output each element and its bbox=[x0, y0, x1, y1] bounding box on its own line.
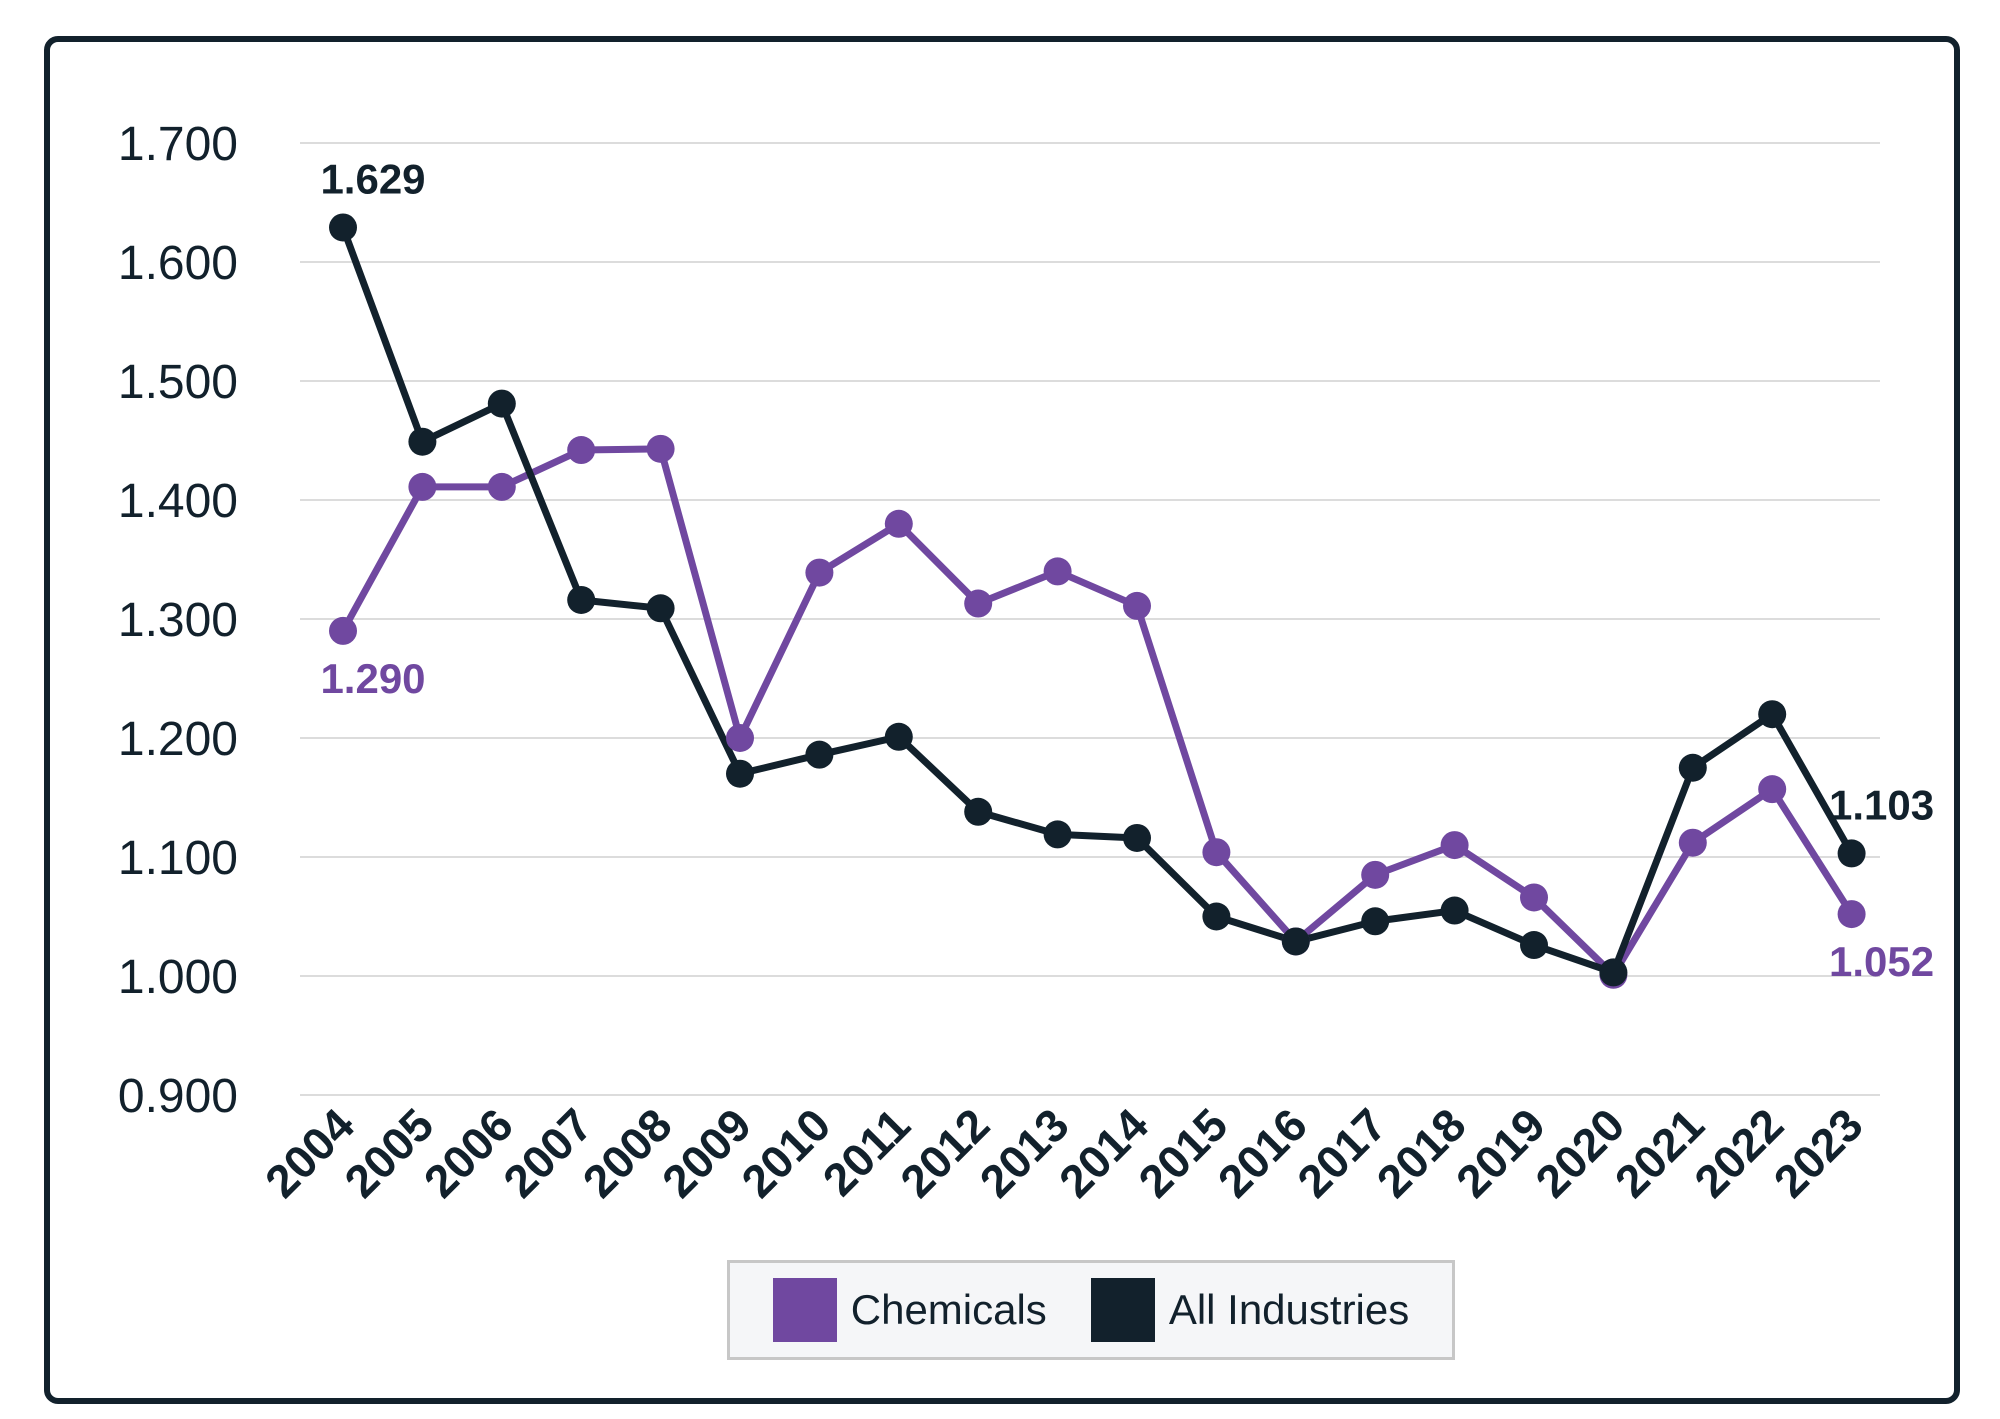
legend-swatch-chemicals bbox=[772, 1278, 837, 1342]
x-tick-label: 2017 bbox=[1287, 1098, 1396, 1207]
data-point bbox=[1520, 883, 1548, 912]
data-point bbox=[1837, 839, 1866, 868]
x-tick-label: 2014 bbox=[1049, 1098, 1158, 1207]
data-point bbox=[408, 427, 437, 456]
legend: Chemicals All Industries bbox=[727, 1260, 1455, 1360]
x-tick-label: 2007 bbox=[493, 1098, 602, 1207]
data-label: 1.052 bbox=[1829, 938, 1934, 985]
y-tick-label: 1.300 bbox=[118, 594, 238, 647]
data-point bbox=[1043, 557, 1072, 586]
y-tick-label: 1.400 bbox=[118, 475, 238, 528]
y-tick-label: 0.900 bbox=[118, 1070, 238, 1123]
data-point bbox=[567, 585, 596, 614]
data-point bbox=[805, 740, 834, 769]
data-point bbox=[1361, 860, 1390, 889]
x-tick-label: 2006 bbox=[414, 1098, 523, 1207]
data-point bbox=[726, 724, 754, 752]
data-label: 1.290 bbox=[320, 655, 425, 702]
data-point bbox=[884, 722, 913, 751]
x-tick-label: 2022 bbox=[1684, 1098, 1793, 1207]
legend-item-chemicals: Chemicals bbox=[772, 1278, 1047, 1342]
data-point bbox=[1202, 838, 1231, 867]
data-point bbox=[329, 213, 357, 242]
series-points bbox=[329, 213, 1866, 989]
data-point bbox=[1520, 931, 1548, 960]
data-point bbox=[805, 558, 834, 587]
data-point bbox=[964, 797, 993, 826]
data-point bbox=[646, 594, 675, 623]
data-point bbox=[329, 616, 357, 645]
data-point bbox=[1440, 896, 1469, 925]
data-labels: 1.290 1.052 1.629 1.103 bbox=[320, 155, 1934, 985]
data-point bbox=[726, 759, 754, 788]
data-point bbox=[1758, 775, 1787, 804]
data-point bbox=[1123, 823, 1151, 852]
data-point bbox=[1440, 831, 1469, 860]
data-label: 1.103 bbox=[1829, 781, 1934, 828]
y-tick-label: 1.000 bbox=[118, 951, 238, 1004]
data-label: 1.629 bbox=[320, 155, 425, 202]
x-tick-label: 2013 bbox=[970, 1098, 1079, 1207]
data-point bbox=[1202, 902, 1231, 931]
data-point bbox=[884, 509, 913, 538]
data-point bbox=[1043, 820, 1072, 849]
data-point bbox=[964, 589, 993, 618]
x-tick-label: 2004 bbox=[255, 1098, 364, 1207]
x-tick-label: 2009 bbox=[652, 1098, 761, 1207]
x-tick-label: 2010 bbox=[731, 1098, 840, 1207]
x-tick-label: 2016 bbox=[1208, 1098, 1317, 1207]
x-tick-label: 2020 bbox=[1525, 1098, 1634, 1207]
data-point bbox=[646, 434, 675, 463]
x-tick-label: 2021 bbox=[1605, 1098, 1714, 1207]
data-point bbox=[1678, 753, 1707, 782]
data-point bbox=[1361, 907, 1390, 936]
data-point bbox=[487, 472, 516, 501]
data-point bbox=[1678, 828, 1707, 857]
x-axis-ticks: 2004200520062007200820092010201120122013… bbox=[255, 1098, 1873, 1207]
legend-item-all-industries: All Industries bbox=[1090, 1278, 1410, 1342]
legend-label-chemicals: Chemicals bbox=[850, 1286, 1047, 1333]
y-tick-label: 1.100 bbox=[118, 832, 238, 885]
x-tick-label: 2011 bbox=[813, 1098, 920, 1205]
data-point bbox=[1837, 900, 1866, 929]
x-tick-label: 2019 bbox=[1446, 1098, 1555, 1207]
x-tick-label: 2012 bbox=[890, 1098, 999, 1207]
y-tick-label: 1.200 bbox=[118, 713, 238, 766]
series-line-chemicals bbox=[339, 445, 1855, 979]
x-tick-label: 2005 bbox=[334, 1098, 443, 1207]
grid-lines bbox=[300, 142, 1880, 1096]
y-tick-label: 1.700 bbox=[118, 118, 238, 171]
y-tick-label: 1.500 bbox=[118, 356, 238, 409]
data-point bbox=[1123, 591, 1151, 620]
data-point bbox=[487, 389, 516, 418]
x-tick-label: 2018 bbox=[1367, 1098, 1476, 1207]
x-tick-label: 2015 bbox=[1128, 1098, 1237, 1207]
data-point bbox=[1599, 958, 1628, 987]
data-point bbox=[408, 472, 437, 501]
y-tick-label: 1.600 bbox=[118, 237, 238, 290]
data-point bbox=[1758, 700, 1787, 729]
y-axis-ticks: 0.900 1.000 1.100 1.200 1.300 1.400 1.500 1.600… bbox=[118, 118, 238, 1123]
data-point bbox=[1281, 927, 1310, 956]
x-tick-label: 2008 bbox=[573, 1098, 682, 1207]
data-point bbox=[567, 436, 596, 465]
legend-swatch-all-industries bbox=[1090, 1278, 1155, 1342]
chart-frame bbox=[44, 36, 1960, 1404]
x-tick-label: 2023 bbox=[1764, 1098, 1873, 1207]
legend-label-all-industries: All Industries bbox=[1168, 1286, 1410, 1333]
